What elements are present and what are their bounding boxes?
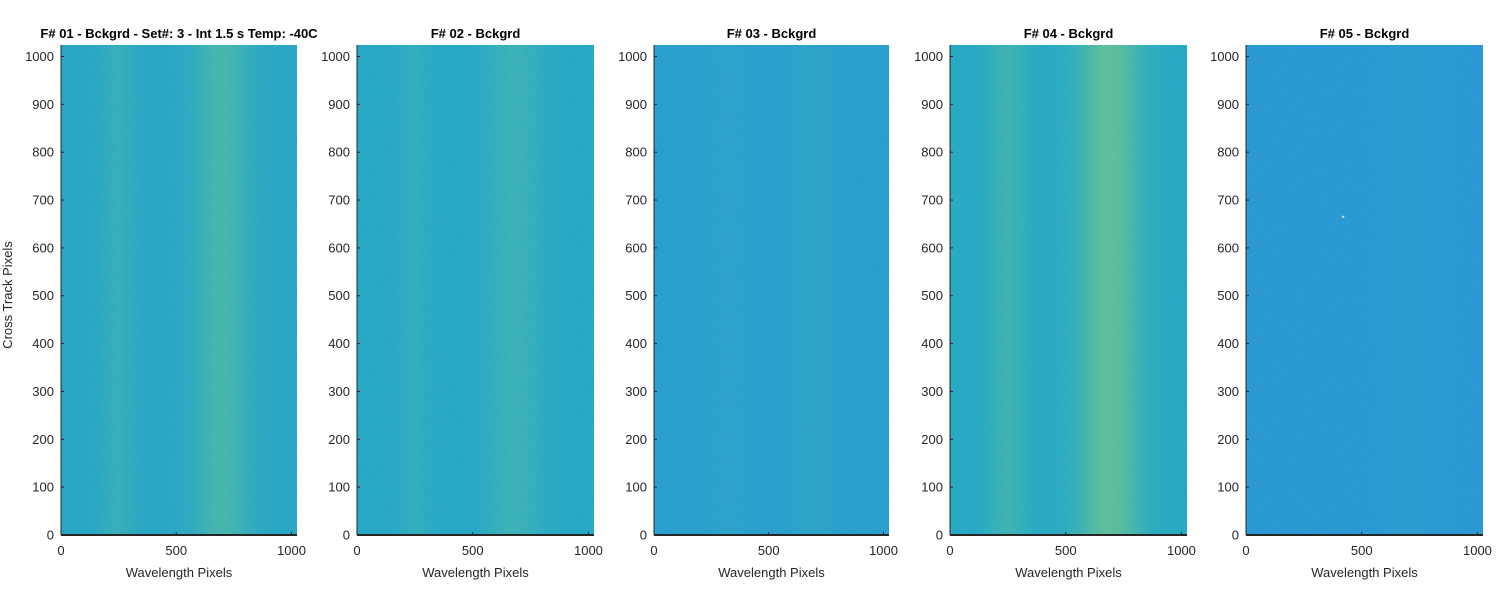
- y-tick-label: 700: [32, 193, 54, 208]
- y-tick-label: 100: [921, 480, 943, 495]
- x-tick-label: 500: [1055, 543, 1077, 558]
- y-tick-label: 0: [936, 528, 943, 543]
- y-axis-label: Cross Track Pixels: [0, 241, 15, 349]
- y-tick-label: 500: [625, 288, 647, 303]
- x-tick-label: 0: [57, 543, 64, 558]
- y-tick-label: 600: [328, 240, 350, 255]
- y-tick-label: 200: [1217, 432, 1239, 447]
- y-tick-label: 100: [1217, 480, 1239, 495]
- x-axis-label: Wavelength Pixels: [1311, 565, 1418, 580]
- x-tick-label: 0: [353, 543, 360, 558]
- x-tick-label: 0: [650, 543, 657, 558]
- y-tick-label: 300: [625, 384, 647, 399]
- x-tick-label: 500: [1351, 543, 1373, 558]
- panel-5: 0 100 200 300 400 500 600 700 800 900 1000 0 500 1000…: [1210, 26, 1492, 580]
- y-tick-label: 300: [32, 384, 54, 399]
- y-tick-label: 300: [328, 384, 350, 399]
- panel-4: 0 100 200 300 400 500 600 700 800 900 1000 0 500 1000…: [914, 26, 1196, 580]
- panel-3: 0 100 200 300 400 500 600 700 800 900 1000 0 500 1000…: [618, 26, 898, 580]
- y-tick-label: 400: [328, 336, 350, 351]
- hot-pixel: [1342, 215, 1345, 218]
- heatmap-noise: [357, 45, 594, 535]
- panel-2: 0 100 200 300 400 500 600 700 800 900 1000 0 500 1000…: [321, 26, 603, 580]
- y-tick-label: 1000: [914, 49, 943, 64]
- y-tick-label: 800: [32, 145, 54, 160]
- x-tick-label: 500: [165, 543, 187, 558]
- y-tick-label: 1000: [321, 49, 350, 64]
- y-tick-label: 600: [1217, 240, 1239, 255]
- y-tick-label: 500: [1217, 288, 1239, 303]
- y-tick-label: 600: [921, 240, 943, 255]
- x-axis-label: Wavelength Pixels: [422, 565, 529, 580]
- y-tick-label: 800: [625, 145, 647, 160]
- panel-1: 0 100 200 300 400 500 600 700 800 900 1000 0 500 1000…: [0, 26, 318, 580]
- y-tick-label: 200: [328, 432, 350, 447]
- y-tick-label: 900: [1217, 97, 1239, 112]
- y-tick-label: 300: [921, 384, 943, 399]
- x-tick-label: 1000: [1167, 543, 1196, 558]
- panel-title: F# 05 - Bckgrd: [1320, 26, 1410, 41]
- x-axis-label: Wavelength Pixels: [718, 565, 825, 580]
- y-tick-label: 700: [328, 193, 350, 208]
- y-tick-label: 500: [921, 288, 943, 303]
- heatmap-noise: [950, 45, 1187, 535]
- y-tick-label: 0: [1232, 528, 1239, 543]
- x-tick-label: 1000: [1463, 543, 1492, 558]
- y-tick-label: 700: [1217, 193, 1239, 208]
- y-tick-label: 800: [1217, 145, 1239, 160]
- heatmap-noise: [61, 45, 297, 535]
- x-axis-label: Wavelength Pixels: [1015, 565, 1122, 580]
- y-tick-label: 800: [328, 145, 350, 160]
- y-tick-label: 200: [625, 432, 647, 447]
- x-tick-label: 500: [758, 543, 780, 558]
- heatmap-noise: [654, 45, 889, 535]
- y-tick-label: 100: [625, 480, 647, 495]
- y-tick-label: 100: [328, 480, 350, 495]
- y-tick-label: 900: [32, 97, 54, 112]
- x-axis-label: Wavelength Pixels: [126, 565, 233, 580]
- panel-title: F# 02 - Bckgrd: [431, 26, 521, 41]
- y-tick-label: 700: [921, 193, 943, 208]
- y-tick-label: 700: [625, 193, 647, 208]
- y-tick-label: 800: [921, 145, 943, 160]
- panel-title: F# 03 - Bckgrd: [727, 26, 817, 41]
- y-tick-label: 200: [32, 432, 54, 447]
- x-tick-label: 0: [946, 543, 953, 558]
- y-tick-label: 500: [32, 288, 54, 303]
- x-tick-label: 1000: [277, 543, 306, 558]
- panel-title: F# 01 - Bckgrd - Set#: 3 - Int 1.5 s Tem…: [40, 26, 318, 41]
- y-tick-label: 0: [47, 528, 54, 543]
- y-tick-label: 100: [32, 480, 54, 495]
- y-tick-label: 500: [328, 288, 350, 303]
- y-tick-label: 400: [1217, 336, 1239, 351]
- x-tick-label: 0: [1242, 543, 1249, 558]
- y-tick-label: 0: [343, 528, 350, 543]
- y-tick-label: 300: [1217, 384, 1239, 399]
- y-tick-label: 1000: [1210, 49, 1239, 64]
- y-tick-label: 900: [625, 97, 647, 112]
- y-tick-label: 1000: [618, 49, 647, 64]
- heatmap-noise: [1246, 45, 1483, 535]
- y-tick-label: 900: [328, 97, 350, 112]
- x-tick-label: 1000: [574, 543, 603, 558]
- y-tick-label: 400: [625, 336, 647, 351]
- y-tick-label: 600: [32, 240, 54, 255]
- y-tick-label: 1000: [25, 49, 54, 64]
- x-tick-label: 1000: [869, 543, 898, 558]
- y-tick-label: 400: [921, 336, 943, 351]
- panel-title: F# 04 - Bckgrd: [1024, 26, 1114, 41]
- x-tick-label: 500: [462, 543, 484, 558]
- y-tick-label: 0: [640, 528, 647, 543]
- y-tick-label: 400: [32, 336, 54, 351]
- y-tick-label: 200: [921, 432, 943, 447]
- y-tick-label: 600: [625, 240, 647, 255]
- y-tick-label: 900: [921, 97, 943, 112]
